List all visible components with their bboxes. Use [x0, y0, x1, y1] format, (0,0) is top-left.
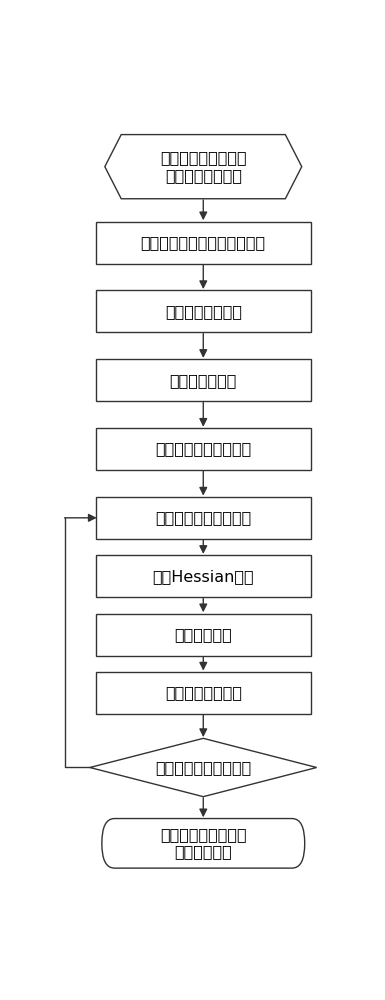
FancyBboxPatch shape: [102, 819, 305, 868]
Bar: [96, 222, 311, 263]
Polygon shape: [90, 738, 316, 797]
Bar: [96, 555, 311, 597]
Text: 判断是否满足收敛条件: 判断是否满足收敛条件: [155, 760, 251, 775]
Bar: [96, 672, 311, 714]
Bar: [96, 359, 311, 401]
Polygon shape: [105, 135, 302, 199]
Text: 计算Hessian矩阵: 计算Hessian矩阵: [152, 569, 254, 584]
Text: 输入圆极化网状天线
结构参数与电参数: 输入圆极化网状天线 结构参数与电参数: [160, 150, 246, 183]
Text: 结构与电磁重分析: 结构与电磁重分析: [165, 685, 242, 700]
Text: 结构与电磁灵敏度计算: 结构与电磁灵敏度计算: [155, 510, 251, 525]
Text: 更新索段长度: 更新索段长度: [174, 627, 232, 642]
Text: 获得圆极化网状天线结构信息: 获得圆极化网状天线结构信息: [141, 235, 266, 250]
Text: 构造结构平衡方程: 构造结构平衡方程: [165, 304, 242, 319]
Text: 建立机电集成优化模型: 建立机电集成优化模型: [155, 442, 251, 456]
Text: 输出圆极化网状天线
结构设计方案: 输出圆极化网状天线 结构设计方案: [160, 827, 246, 860]
Bar: [96, 497, 311, 539]
Text: 索张力优化设计: 索张力优化设计: [169, 373, 237, 388]
Bar: [96, 613, 311, 656]
Bar: [96, 428, 311, 470]
Bar: [96, 290, 311, 332]
